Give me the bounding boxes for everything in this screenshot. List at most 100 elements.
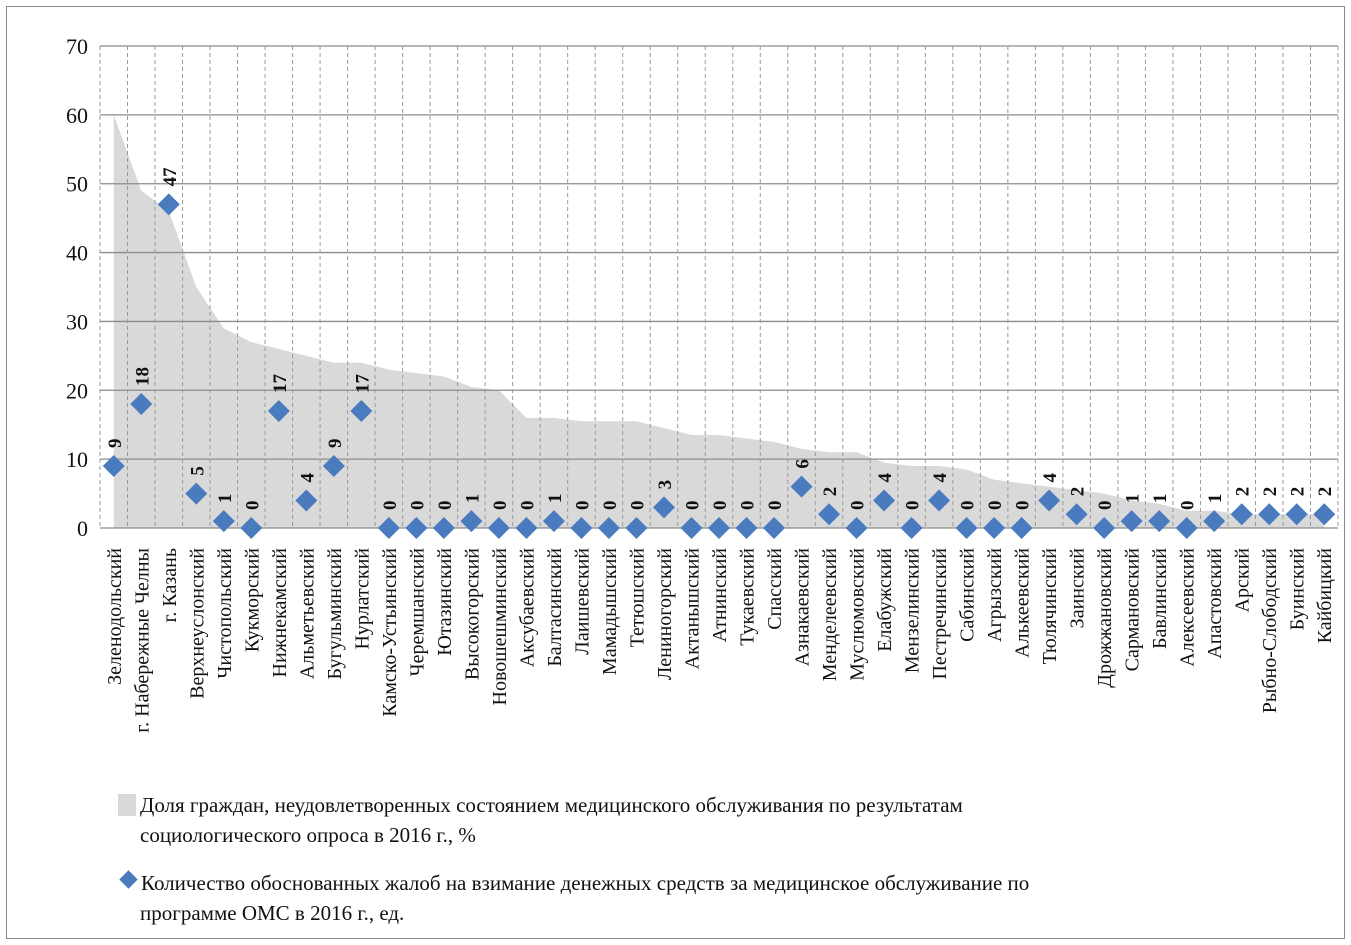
scatter-point [542, 510, 565, 533]
scatter-point [1038, 489, 1061, 512]
y-tick-label: 70 [66, 34, 88, 59]
scatter-point [652, 496, 675, 519]
x-tick-label: Алькеевский [1012, 548, 1034, 658]
scatter-point [1230, 503, 1253, 526]
x-tick-label: г. Набережные Челны [131, 548, 153, 733]
legend-entry-area: Доля граждан, неудовлетворенных состояни… [118, 790, 1298, 850]
area-series [113, 114, 1325, 528]
x-tick-label: Нурлатский [351, 548, 373, 650]
data-label: 0 [1013, 501, 1034, 511]
data-label: 2 [1233, 487, 1254, 497]
x-tick-label: Кукморский [241, 548, 263, 653]
x-tick-label: Аксубаевский [516, 548, 538, 668]
data-label: 0 [435, 501, 456, 511]
x-tick-label: Мамадышский [599, 548, 621, 675]
legend-area-text-line2: социологического опроса в 2016 г., % [140, 823, 476, 847]
x-tick-label: Агрызский [984, 548, 1006, 642]
scatter-point [625, 517, 648, 539]
x-tick-label: Пестречинский [929, 548, 951, 680]
data-label: 0 [682, 501, 703, 511]
x-tick-label: Рыбно-Слободский [1259, 548, 1281, 713]
data-label: 47 [160, 167, 181, 187]
x-tick-label: Кайбицкий [1314, 548, 1336, 644]
y-tick-label: 0 [77, 516, 88, 541]
x-tick-label: Сармановский [1122, 548, 1144, 672]
x-tick-label: Лаишевский [571, 548, 593, 655]
scatter-point [900, 517, 923, 539]
x-tick-label: Дрожжановский [1094, 548, 1116, 688]
scatter-point [240, 517, 263, 539]
scatter-point [1010, 517, 1033, 539]
legend-area-text-line1: Доля граждан, неудовлетворенных состояни… [140, 793, 963, 817]
data-label: 1 [462, 494, 483, 504]
data-label: 0 [242, 501, 263, 511]
x-tick-label: Азнакаевский [792, 548, 814, 667]
data-label: 0 [600, 501, 621, 511]
data-label: 2 [820, 487, 841, 497]
x-tick-label: Бугульминский [324, 548, 346, 680]
data-label: 0 [848, 501, 869, 511]
scatter-point [763, 517, 786, 539]
x-tick-label: Верхнеуслонский [186, 548, 208, 699]
x-tick-label: Сабинский [957, 548, 979, 642]
data-label: 9 [105, 439, 126, 449]
x-tick-label: Елабужский [874, 548, 896, 652]
scatter-point [845, 517, 868, 539]
scatter-point [597, 517, 620, 539]
x-tick-label: Арский [1232, 548, 1254, 613]
x-tick-label: Новошешминский [489, 548, 511, 706]
scatter-point [1258, 503, 1281, 526]
scatter-point [130, 393, 153, 416]
data-label: 5 [187, 466, 208, 476]
scatter-point [708, 517, 730, 539]
x-tick-label: Лениногорский [654, 548, 676, 680]
scatter-point [1175, 517, 1198, 539]
scatter-point [212, 510, 235, 533]
x-tick-label: Актанышский [681, 548, 703, 670]
scatter-point [818, 503, 841, 526]
x-tick-label: Алексеевский [1177, 548, 1199, 667]
y-tick-label: 20 [66, 378, 88, 403]
data-label: 1 [1123, 494, 1144, 504]
data-label: 4 [1040, 472, 1061, 482]
y-tick-label: 30 [66, 309, 88, 334]
data-label: 1 [545, 494, 566, 504]
scatter-point [928, 489, 951, 512]
scatter-point [185, 482, 208, 505]
y-tick-label: 60 [66, 103, 88, 128]
scatter-point [405, 517, 428, 539]
data-label: 0 [1095, 501, 1116, 511]
scatter-point [1148, 510, 1171, 533]
scatter-point [1285, 503, 1308, 526]
x-tick-label: Альметьевский [296, 548, 318, 679]
x-tick-label: Тюлячинский [1039, 548, 1061, 665]
data-label: 6 [793, 459, 814, 469]
y-tick-label: 40 [66, 241, 88, 266]
scatter-point [1065, 503, 1088, 526]
data-label: 0 [765, 501, 786, 511]
x-tick-label: г. Казань [159, 548, 181, 623]
scatter-point [157, 193, 180, 216]
x-tick-label: Спасский [764, 548, 786, 630]
data-label: 4 [875, 472, 896, 482]
data-label: 9 [325, 439, 346, 449]
scatter-point [1093, 517, 1116, 539]
x-tick-label: Камско-Устьинский [379, 548, 401, 717]
data-label: 0 [958, 501, 979, 511]
data-label: 18 [132, 367, 153, 386]
data-label: 0 [517, 501, 538, 511]
data-label: 2 [1260, 487, 1281, 497]
x-tick-label: Атнинский [709, 548, 731, 643]
data-label: 0 [985, 501, 1006, 511]
data-label: 0 [407, 501, 428, 511]
scatter-point [432, 517, 455, 539]
data-label: 17 [352, 373, 373, 393]
scatter-point [983, 517, 1006, 539]
x-tick-label: Тетюшский [626, 548, 648, 648]
legend-diamond-swatch [119, 870, 138, 889]
data-label: 0 [572, 501, 593, 511]
data-label: 4 [930, 472, 951, 482]
scatter-point [487, 517, 510, 539]
x-tick-label: Чистопольский [214, 548, 236, 679]
